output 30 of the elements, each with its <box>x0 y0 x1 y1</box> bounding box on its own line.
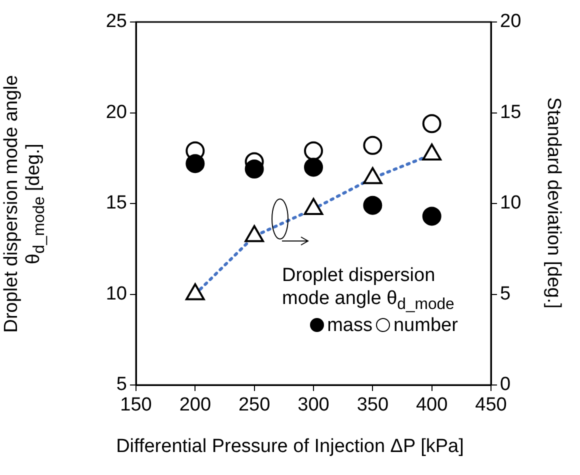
y-tick-label: 5 <box>116 374 127 396</box>
y2-tick-label: 0 <box>500 374 511 396</box>
x-axis-title: Differential Pressure of Injection ΔP [kPa] <box>115 436 465 458</box>
point <box>244 160 264 179</box>
x-tick-label: 250 <box>238 394 270 416</box>
x-tick-label: 300 <box>298 394 330 416</box>
legend-title: Droplet dispersion mode angle θ$_{d_mode}$ <box>282 265 456 315</box>
x-tick-label: 150 <box>120 394 152 416</box>
y-tick-label: 25 <box>106 11 127 32</box>
point <box>304 158 323 177</box>
point <box>363 196 382 215</box>
y-tick-label: 10 <box>106 283 127 304</box>
y2-axis-title: Standard deviation [deg.] <box>542 96 564 311</box>
x-tick-label: 350 <box>356 394 389 416</box>
y2-tick-label: 10 <box>500 192 522 214</box>
point <box>422 206 442 226</box>
y2-tick-label: 20 <box>500 11 522 32</box>
x-tick-label: 200 <box>179 394 212 416</box>
x-tick-label: 400 <box>416 394 448 416</box>
y-tick-label: 20 <box>106 102 127 123</box>
point <box>422 114 442 134</box>
y-tick-label: 15 <box>106 192 127 214</box>
y2-tick-label: 5 <box>500 283 511 304</box>
point <box>363 136 382 155</box>
point <box>304 141 323 160</box>
y2-tick-label: 15 <box>500 102 522 123</box>
x-tick-label: 450 <box>475 394 507 416</box>
legend-label: mass <box>327 314 372 336</box>
point <box>186 154 205 174</box>
legend-label: number <box>393 314 458 336</box>
